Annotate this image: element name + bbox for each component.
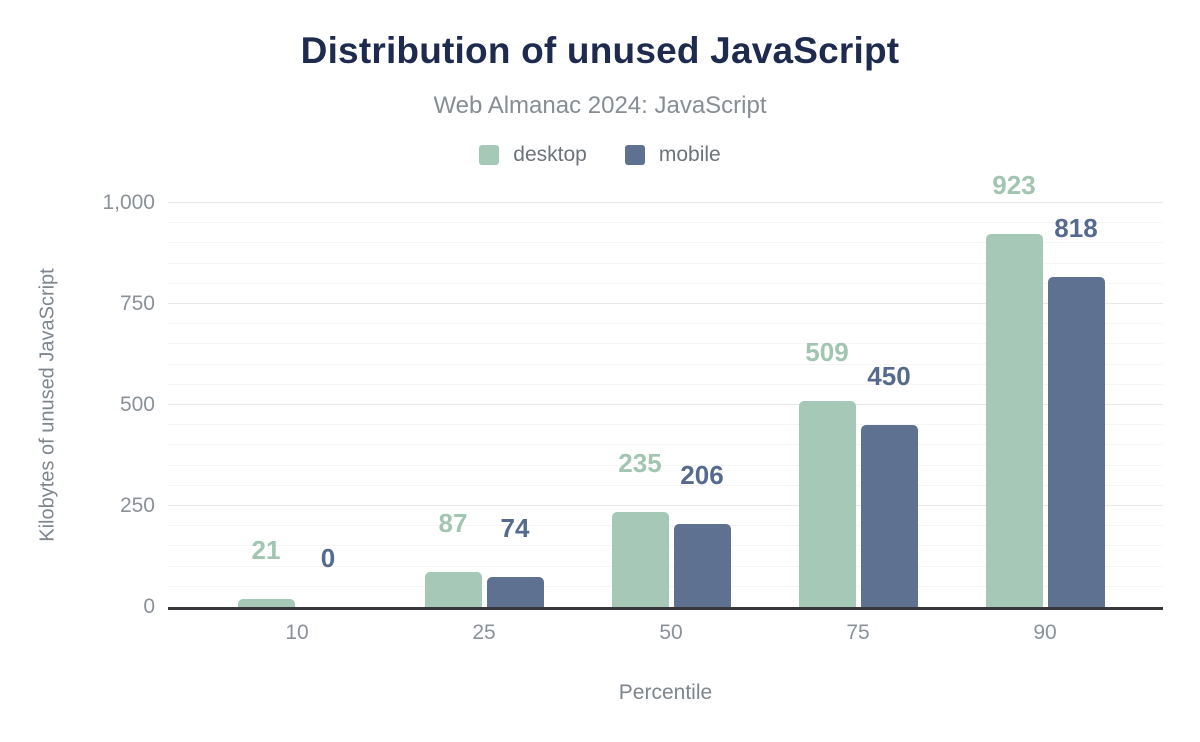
minor-gridline: [168, 262, 1163, 264]
bar-desktop-p90: [985, 234, 1043, 607]
bar-desktop-p25: [424, 571, 482, 607]
major-gridline: [168, 404, 1163, 405]
bar-desktop-p75: [798, 401, 856, 607]
plot-area: 21 0 87 74 235 206 509 450 923 818: [168, 172, 1163, 610]
value-label-desktop-p75: 509: [805, 337, 849, 368]
bar-mobile-p90: [1047, 276, 1105, 607]
value-label-mobile-p25: 74: [500, 513, 530, 544]
value-label-desktop-p25: 87: [438, 507, 468, 538]
x-axis-title: Percentile: [618, 681, 713, 704]
x-tick-label-10: 10: [285, 621, 309, 644]
bar-desktop-p10: [237, 598, 295, 607]
value-label-desktop-p50: 235: [618, 448, 662, 479]
legend-item-mobile[interactable]: mobile: [624, 143, 721, 167]
legend: desktop mobile: [0, 143, 1200, 167]
minor-gridline: [168, 363, 1163, 365]
legend-label-mobile: mobile: [658, 143, 721, 166]
minor-gridline: [168, 222, 1163, 224]
value-label-mobile-p10: 0: [320, 543, 336, 573]
major-gridline: [168, 202, 1163, 203]
minor-gridline: [168, 424, 1163, 426]
major-gridline: [168, 505, 1163, 506]
bar-mobile-p25: [486, 577, 544, 607]
chart-title: Distribution of unused JavaScript: [300, 30, 900, 71]
bar-mobile-p50: [673, 523, 731, 607]
y-tick-label-0: 0: [143, 595, 155, 618]
x-tick-label-25: 25: [472, 621, 496, 644]
minor-gridline: [168, 343, 1163, 345]
bar-mobile-p75: [860, 425, 918, 607]
value-label-desktop-p10: 21: [251, 534, 281, 565]
x-tick-label-75: 75: [846, 621, 870, 644]
x-tick-label-50: 50: [659, 621, 683, 644]
minor-gridline: [168, 484, 1163, 486]
legend-item-desktop[interactable]: desktop: [479, 143, 587, 167]
minor-gridline: [168, 444, 1163, 446]
y-tick-label-500: 500: [119, 393, 155, 416]
minor-gridline: [168, 242, 1163, 244]
value-label-desktop-p90: 923: [992, 170, 1036, 201]
value-label-mobile-p90: 818: [1054, 212, 1098, 243]
bar-desktop-p50: [611, 512, 669, 607]
major-gridline: [168, 303, 1163, 304]
y-tick-label-1,000: 1,000: [102, 191, 155, 214]
desktop-series-swatch: [479, 145, 500, 165]
mobile-series-swatch: [624, 145, 645, 165]
minor-gridline: [168, 464, 1163, 466]
minor-gridline: [168, 282, 1163, 284]
minor-gridline: [168, 323, 1163, 325]
value-label-mobile-p75: 450: [867, 361, 911, 392]
minor-gridline: [168, 383, 1163, 385]
x-tick-label-90: 90: [1033, 621, 1057, 644]
chart-subtitle: Web Almanac 2024: JavaScript: [433, 92, 767, 119]
y-tick-label-250: 250: [119, 494, 155, 517]
y-tick-label-750: 750: [119, 292, 155, 315]
legend-label-desktop: desktop: [513, 143, 587, 166]
value-label-mobile-p50: 206: [680, 459, 724, 490]
